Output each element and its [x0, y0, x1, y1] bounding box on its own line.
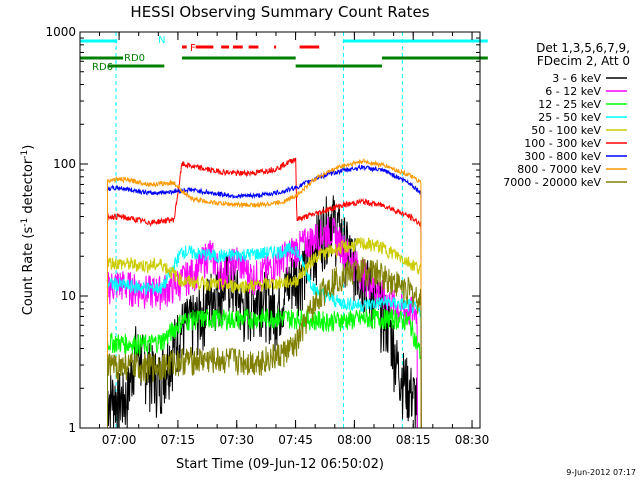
series-line [107, 257, 422, 429]
flag-bar-f [299, 45, 320, 49]
flag-bar-f [221, 45, 230, 49]
flag-label-n: N [158, 35, 165, 46]
series-line [107, 158, 422, 429]
legend-label: 800 - 7000 keV [517, 163, 601, 176]
legend-title-line-1: Det 1,3,5,6,7,9, [536, 41, 630, 55]
y-axis-label-sup: -1 [20, 218, 30, 227]
axes: 07:00 07:15 07:30 07:45 08:00 08:15 08:30 1 10 10… [45, 25, 489, 447]
legend-label: 100 - 300 keV [524, 137, 601, 150]
flag-bar-rd6 [108, 64, 165, 68]
y-axis-label-start: Count Rate (s [21, 227, 36, 316]
flag-label-f: F [190, 43, 196, 54]
chart-title: HESSI Observing Summary Count Rates [130, 3, 429, 21]
x-tick-label: 07:00 [102, 433, 137, 447]
footer-timestamp: 9-Jun-2012 07:17 [566, 468, 636, 477]
y-tick-label: 100 [53, 157, 76, 171]
legend-label: 50 - 100 keV [531, 124, 601, 137]
x-axis-label: Start Time (09-Jun-12 06:50:02) [176, 457, 384, 472]
flag-bar-n [342, 39, 488, 43]
legend-title-line-2: FDecim 2, Att 0 [537, 54, 630, 68]
flag-bar-n [80, 39, 118, 43]
x-tick-label: 07:45 [278, 433, 313, 447]
flag-bar-rd0 [381, 56, 488, 60]
flag-label-rd0: RD0 [124, 53, 145, 64]
y-axis-label: Count Rate (s-1 detector-1) [20, 145, 36, 316]
flag-bar-f [195, 45, 214, 49]
flag-bar-rd0 [80, 56, 124, 60]
flag-bar-f [232, 45, 243, 49]
flag-label-rd6: RD6 [92, 62, 113, 73]
legend-label: 25 - 50 keV [538, 111, 601, 124]
y-axis-label-end: ) [21, 145, 36, 150]
series-layer [107, 157, 422, 429]
legend-label: 300 - 800 keV [524, 150, 601, 163]
series-line [107, 241, 422, 429]
x-tick-label: 07:30 [219, 433, 254, 447]
y-axis-label-sup2: -1 [20, 150, 30, 159]
y-tick-label: 1000 [45, 25, 76, 39]
y-tick-label: 10 [61, 289, 76, 303]
flag-bars: N F RD0 RD6 [80, 35, 488, 73]
flag-bar-f [274, 45, 277, 49]
flag-bar-f [181, 45, 187, 49]
plot-frame [79, 31, 481, 429]
x-tick-label: 07:15 [161, 433, 196, 447]
flag-bar-rd6 [295, 64, 382, 68]
series-line [107, 236, 422, 429]
legend-label: 12 - 25 keV [538, 98, 601, 111]
legend-label: 6 - 12 keV [545, 85, 601, 98]
legend: Det 1,3,5,6,7,9, FDecim 2, Att 0 3 - 6 k… [503, 41, 630, 189]
y-axis-label-mid: detector [21, 158, 36, 218]
y-tick-label: 1 [68, 421, 76, 435]
flag-bar-rd0 [181, 56, 296, 60]
series-line [107, 157, 422, 429]
x-tick-label: 08:00 [337, 433, 372, 447]
legend-label: 3 - 6 keV [552, 72, 601, 85]
flag-bar-f [248, 45, 259, 49]
series-line [107, 163, 422, 429]
series-line [107, 308, 422, 429]
x-tick-label: 08:15 [396, 433, 431, 447]
legend-label: 7000 - 20000 keV [503, 176, 601, 189]
x-tick-label: 08:30 [455, 433, 490, 447]
